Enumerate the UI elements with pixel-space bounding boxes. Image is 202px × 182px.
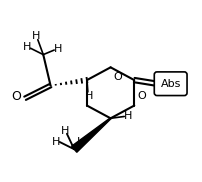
Text: O: O [113, 72, 121, 82]
Text: H: H [53, 44, 62, 54]
Text: Abs: Abs [160, 79, 180, 89]
Text: H: H [77, 137, 85, 147]
Polygon shape [71, 118, 110, 152]
Text: H: H [84, 91, 93, 100]
FancyBboxPatch shape [154, 72, 186, 96]
Text: H: H [23, 42, 31, 52]
Text: O: O [12, 90, 21, 103]
Text: H: H [123, 111, 132, 120]
Text: H: H [52, 137, 60, 147]
Text: O: O [136, 91, 145, 101]
Text: H: H [32, 31, 40, 41]
Text: H: H [61, 126, 69, 136]
